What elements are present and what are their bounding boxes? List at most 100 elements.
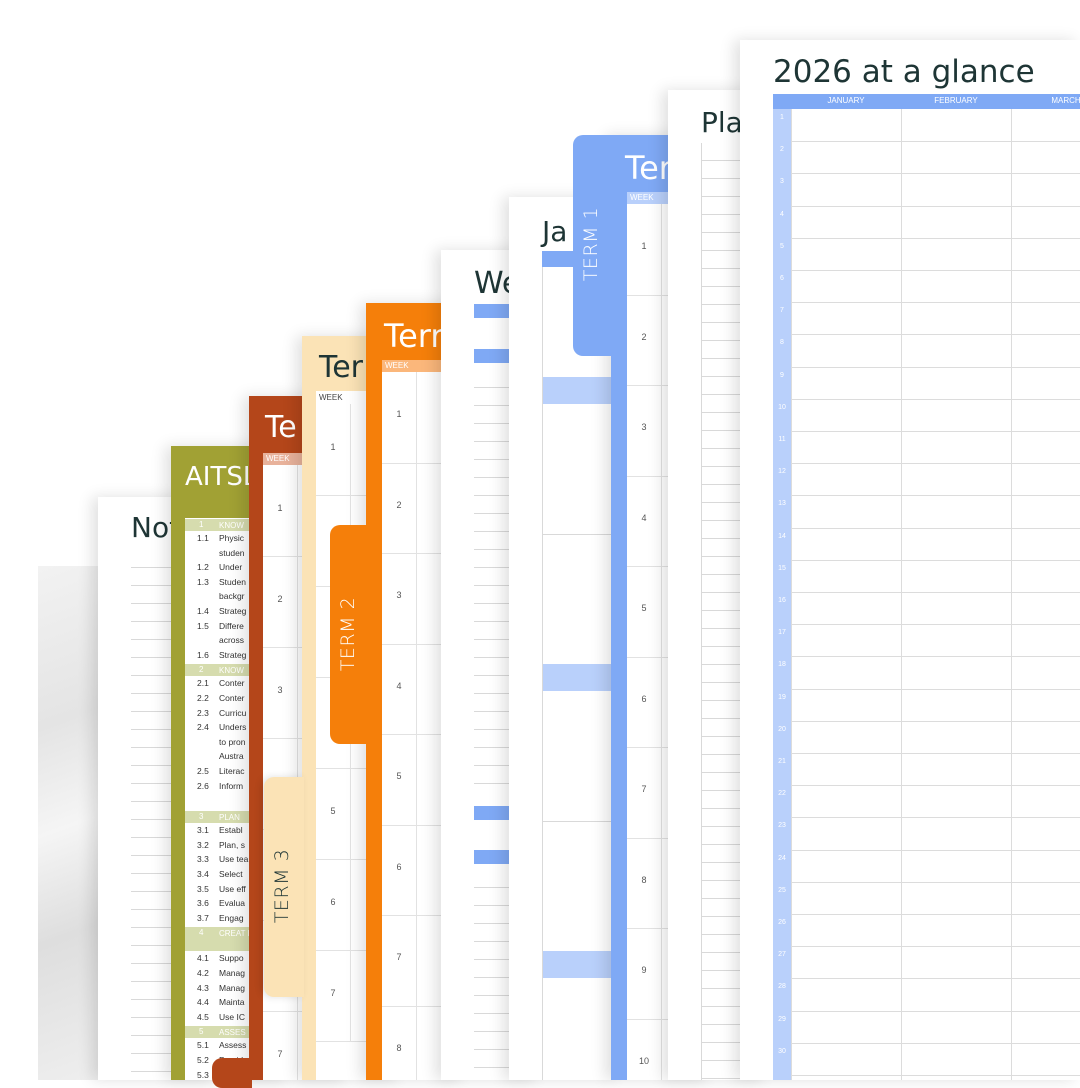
week-row: 1 bbox=[316, 404, 402, 496]
glance-day-row bbox=[791, 528, 1080, 561]
aitsl-section-number: 1 bbox=[199, 520, 204, 529]
glance-day-number: 21 bbox=[778, 758, 786, 765]
january-week-band bbox=[542, 664, 619, 691]
week-row: 6 bbox=[382, 824, 466, 916]
term1-page-title: Ter bbox=[625, 149, 672, 187]
glance-day-row bbox=[791, 463, 1080, 497]
glance-day-row bbox=[791, 689, 1080, 722]
aitsl-section-number: 2 bbox=[199, 665, 204, 675]
week-number: 7 bbox=[330, 987, 336, 998]
week-row: 1 bbox=[382, 372, 466, 464]
glance-day-number: 2 bbox=[780, 146, 784, 154]
aitsl-standard-text: Assess bbox=[219, 1040, 247, 1051]
glance-day-number: 5 bbox=[780, 242, 784, 250]
aitsl-standard-text: Evalua bbox=[219, 898, 245, 909]
glance-day-number: 16 bbox=[778, 597, 786, 604]
week-divider bbox=[661, 1018, 662, 1080]
aitsl-standard-row: 1.6 Strateg bbox=[185, 650, 291, 663]
aitsl-standard-text: across bbox=[219, 635, 245, 646]
glance-day-number: 11 bbox=[778, 436, 786, 443]
aitsl-standard-number: 3.6 bbox=[197, 898, 209, 909]
aitsl-standard-number: 5.3 bbox=[197, 1069, 209, 1080]
week-divider bbox=[297, 647, 298, 738]
aitsl-standard-text: Under bbox=[219, 562, 243, 573]
glance-day-number: 28 bbox=[778, 983, 786, 991]
week-divider bbox=[350, 950, 351, 1041]
aitsl-standard-number: 4.4 bbox=[197, 997, 209, 1008]
january-col-line bbox=[542, 267, 543, 1080]
week-number: 9 bbox=[641, 965, 647, 976]
glance-day-number: 20 bbox=[778, 725, 786, 733]
week-number: 3 bbox=[277, 684, 283, 695]
aitsl-standard-row: 4.1 Suppo bbox=[185, 953, 291, 966]
january-page-title: Ja bbox=[542, 215, 568, 248]
aitsl-section-number: 4 bbox=[199, 928, 204, 938]
aitsl-page-title: AITSL bbox=[185, 462, 258, 492]
week-divider bbox=[416, 372, 417, 463]
aitsl-section-label: KNOW bbox=[219, 666, 244, 676]
aitsl-standard-row: 3.4 Select bbox=[185, 869, 291, 882]
aitsl-standard-text: Mainta bbox=[219, 997, 245, 1008]
term4-page-title: Te bbox=[265, 410, 297, 445]
glance-day-row bbox=[791, 270, 1080, 304]
aitsl-standard-row: 3.1 Establ bbox=[185, 825, 291, 838]
week-divider bbox=[661, 566, 662, 657]
aitsl-standard-row: 2.6 Inform bbox=[185, 781, 291, 794]
week-divider bbox=[661, 475, 662, 566]
week-number: 1 bbox=[641, 241, 647, 252]
week-number: 8 bbox=[396, 1042, 402, 1053]
glance-day-number: 1 bbox=[780, 114, 784, 121]
term1-week-label: WEEK bbox=[630, 193, 654, 202]
glance-day-row bbox=[791, 721, 1080, 754]
aitsl-section-number: 5 bbox=[199, 1027, 204, 1037]
aitsl-standard-row: 3.6 Evalua bbox=[185, 898, 291, 911]
aitsl-standard-text: Manag bbox=[219, 982, 245, 993]
aitsl-standard-text: Austra bbox=[219, 751, 244, 762]
aitsl-standard-number: 1.1 bbox=[197, 533, 209, 543]
tab-term3[interactable]: TERM 3 bbox=[264, 777, 304, 997]
glance-day-number: 6 bbox=[780, 275, 784, 282]
aitsl-standard-number: 5.1 bbox=[197, 1040, 209, 1051]
aitsl-standard-number: 2.3 bbox=[197, 707, 209, 718]
glance-day-row bbox=[791, 302, 1080, 336]
aitsl-standard-text: Studen bbox=[219, 576, 246, 587]
week-row: 5 bbox=[316, 768, 402, 860]
glance-day-number: 8 bbox=[780, 339, 784, 347]
week-number: 3 bbox=[396, 590, 402, 601]
aitsl-standard-text: Strateg bbox=[219, 649, 247, 660]
aitsl-standard-number: 4.3 bbox=[197, 982, 209, 993]
term2-page-title: Terr bbox=[384, 317, 444, 355]
week-divider bbox=[661, 928, 662, 1019]
term3-page-title: Ter bbox=[319, 350, 364, 385]
week-divider bbox=[350, 859, 351, 950]
glance-day-number: 26 bbox=[778, 919, 786, 926]
aitsl-section-number: 3 bbox=[199, 812, 204, 822]
aitsl-standard-row: 4.5 Use IC bbox=[185, 1012, 291, 1025]
glance-day-row bbox=[791, 431, 1080, 465]
term2-side-strip bbox=[366, 303, 382, 1080]
glance-day-row bbox=[791, 656, 1080, 690]
week-divider bbox=[350, 404, 351, 495]
aitsl-standard-number: 4.5 bbox=[197, 1011, 209, 1022]
january-row-line bbox=[542, 534, 619, 535]
tab-term4[interactable] bbox=[212, 1058, 252, 1088]
glance-day-number: 19 bbox=[778, 693, 786, 701]
aitsl-standard-row: 1.3 Studen bbox=[185, 577, 291, 590]
aitsl-standard-text: Establ bbox=[219, 825, 243, 836]
glance-months: JANUARY FEBRUARY MARCH bbox=[791, 94, 1080, 109]
glance-day-row bbox=[791, 753, 1080, 787]
week-row: 8 bbox=[382, 1005, 466, 1080]
glance-day-number: 30 bbox=[778, 1047, 786, 1055]
tab-term2[interactable]: TERM 2 bbox=[330, 525, 370, 744]
week-row: 2 bbox=[382, 462, 466, 554]
aitsl-standard-number: 2.5 bbox=[197, 766, 209, 776]
week-row: 7 bbox=[316, 950, 402, 1042]
aitsl-standard-number: 3.7 bbox=[197, 912, 209, 923]
glance-day-row bbox=[791, 978, 1080, 1012]
tab-term1[interactable]: TERM 1 bbox=[573, 135, 615, 356]
week-number: 8 bbox=[641, 874, 647, 885]
week-number: 5 bbox=[396, 771, 402, 782]
january-row-line bbox=[542, 821, 619, 822]
week-divider bbox=[416, 734, 417, 825]
